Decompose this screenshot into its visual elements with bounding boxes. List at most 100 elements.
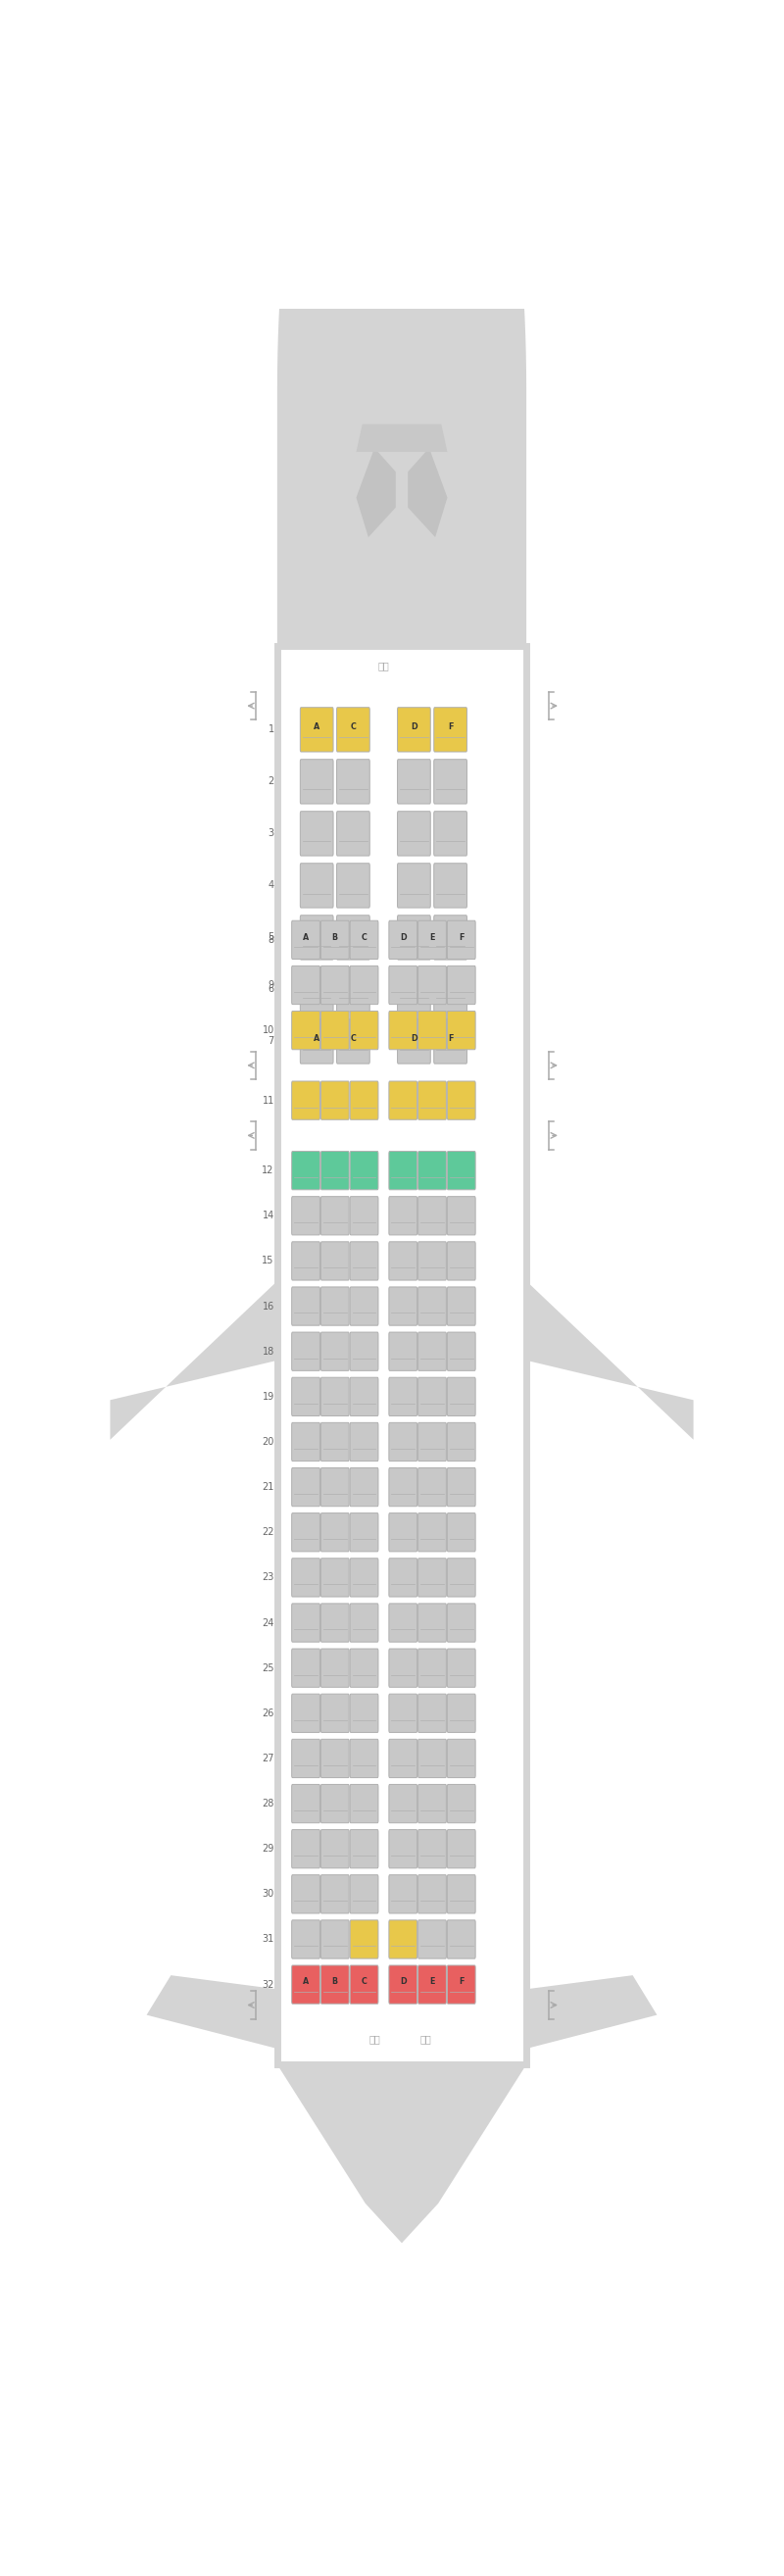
FancyBboxPatch shape — [292, 1695, 320, 1734]
FancyBboxPatch shape — [336, 1020, 370, 1064]
Text: F: F — [459, 1978, 464, 1986]
Text: E: E — [430, 933, 435, 943]
FancyBboxPatch shape — [434, 1020, 467, 1064]
FancyBboxPatch shape — [434, 760, 467, 804]
FancyBboxPatch shape — [350, 1082, 378, 1121]
Text: A: A — [314, 1033, 320, 1043]
FancyBboxPatch shape — [321, 1151, 349, 1190]
FancyBboxPatch shape — [321, 1468, 349, 1507]
FancyBboxPatch shape — [292, 1965, 320, 2004]
FancyBboxPatch shape — [336, 708, 370, 752]
FancyBboxPatch shape — [418, 1695, 446, 1734]
Text: B: B — [332, 1978, 338, 1986]
FancyBboxPatch shape — [292, 1558, 320, 1597]
Text: 30: 30 — [262, 1888, 274, 1899]
Text: 12: 12 — [262, 1164, 274, 1175]
Text: D: D — [400, 1978, 406, 1986]
FancyBboxPatch shape — [447, 1829, 475, 1868]
Text: 19: 19 — [262, 1391, 274, 1401]
FancyBboxPatch shape — [447, 1785, 475, 1824]
FancyBboxPatch shape — [350, 1422, 378, 1461]
FancyBboxPatch shape — [292, 1378, 320, 1417]
FancyBboxPatch shape — [321, 1785, 349, 1824]
FancyBboxPatch shape — [418, 1195, 446, 1234]
FancyBboxPatch shape — [350, 1558, 378, 1597]
FancyBboxPatch shape — [447, 1512, 475, 1551]
FancyBboxPatch shape — [292, 1082, 320, 1121]
FancyBboxPatch shape — [418, 1512, 446, 1551]
FancyBboxPatch shape — [350, 1965, 378, 2004]
FancyBboxPatch shape — [350, 1602, 378, 1641]
FancyBboxPatch shape — [447, 966, 475, 1005]
FancyBboxPatch shape — [389, 1195, 417, 1234]
FancyBboxPatch shape — [389, 1558, 417, 1597]
Text: C: C — [361, 1978, 367, 1986]
FancyBboxPatch shape — [397, 1020, 430, 1064]
FancyBboxPatch shape — [321, 1242, 349, 1280]
FancyBboxPatch shape — [292, 1332, 320, 1370]
FancyBboxPatch shape — [336, 914, 370, 961]
FancyBboxPatch shape — [418, 1558, 446, 1597]
FancyBboxPatch shape — [350, 1012, 378, 1048]
FancyBboxPatch shape — [350, 1512, 378, 1551]
FancyBboxPatch shape — [389, 1332, 417, 1370]
FancyBboxPatch shape — [292, 1512, 320, 1551]
Text: D: D — [411, 721, 417, 732]
FancyBboxPatch shape — [418, 1378, 446, 1417]
FancyBboxPatch shape — [447, 1422, 475, 1461]
Polygon shape — [397, 443, 407, 544]
FancyBboxPatch shape — [300, 1020, 333, 1064]
Text: D: D — [411, 1033, 417, 1043]
FancyBboxPatch shape — [447, 1332, 475, 1370]
FancyBboxPatch shape — [292, 1195, 320, 1234]
FancyBboxPatch shape — [389, 1739, 417, 1777]
Text: 31: 31 — [262, 1935, 274, 1945]
FancyBboxPatch shape — [321, 1695, 349, 1734]
FancyBboxPatch shape — [292, 1875, 320, 1914]
FancyBboxPatch shape — [321, 1195, 349, 1234]
FancyBboxPatch shape — [300, 966, 333, 1012]
FancyBboxPatch shape — [336, 863, 370, 907]
FancyBboxPatch shape — [350, 1332, 378, 1370]
FancyBboxPatch shape — [292, 1468, 320, 1507]
FancyBboxPatch shape — [389, 1512, 417, 1551]
Text: F: F — [459, 933, 464, 943]
FancyBboxPatch shape — [389, 1965, 417, 2004]
FancyBboxPatch shape — [434, 863, 467, 907]
FancyBboxPatch shape — [418, 1739, 446, 1777]
FancyBboxPatch shape — [447, 1012, 475, 1048]
Polygon shape — [110, 1280, 278, 1440]
Text: F: F — [448, 721, 453, 732]
FancyBboxPatch shape — [397, 760, 430, 804]
Text: 26: 26 — [262, 1708, 274, 1718]
FancyBboxPatch shape — [336, 760, 370, 804]
FancyBboxPatch shape — [300, 708, 333, 752]
FancyBboxPatch shape — [447, 1242, 475, 1280]
FancyBboxPatch shape — [434, 708, 467, 752]
FancyBboxPatch shape — [434, 966, 467, 1012]
FancyBboxPatch shape — [336, 811, 370, 855]
FancyBboxPatch shape — [418, 1875, 446, 1914]
FancyBboxPatch shape — [447, 1649, 475, 1687]
Text: 5: 5 — [268, 933, 274, 943]
Text: 27: 27 — [262, 1754, 274, 1765]
FancyBboxPatch shape — [447, 1695, 475, 1734]
FancyBboxPatch shape — [350, 1378, 378, 1417]
Text: 20: 20 — [262, 1437, 274, 1448]
Text: D: D — [400, 933, 406, 943]
Text: 2: 2 — [268, 778, 274, 786]
FancyBboxPatch shape — [292, 1649, 320, 1687]
FancyBboxPatch shape — [292, 1829, 320, 1868]
FancyBboxPatch shape — [447, 1082, 475, 1121]
FancyBboxPatch shape — [300, 811, 333, 855]
FancyBboxPatch shape — [321, 920, 349, 958]
FancyBboxPatch shape — [447, 1195, 475, 1234]
FancyBboxPatch shape — [292, 1739, 320, 1777]
FancyBboxPatch shape — [447, 1919, 475, 1958]
FancyBboxPatch shape — [389, 1875, 417, 1914]
FancyBboxPatch shape — [447, 1288, 475, 1327]
FancyBboxPatch shape — [418, 966, 446, 1005]
Text: B: B — [332, 933, 338, 943]
Polygon shape — [278, 2063, 526, 2244]
FancyBboxPatch shape — [350, 1649, 378, 1687]
